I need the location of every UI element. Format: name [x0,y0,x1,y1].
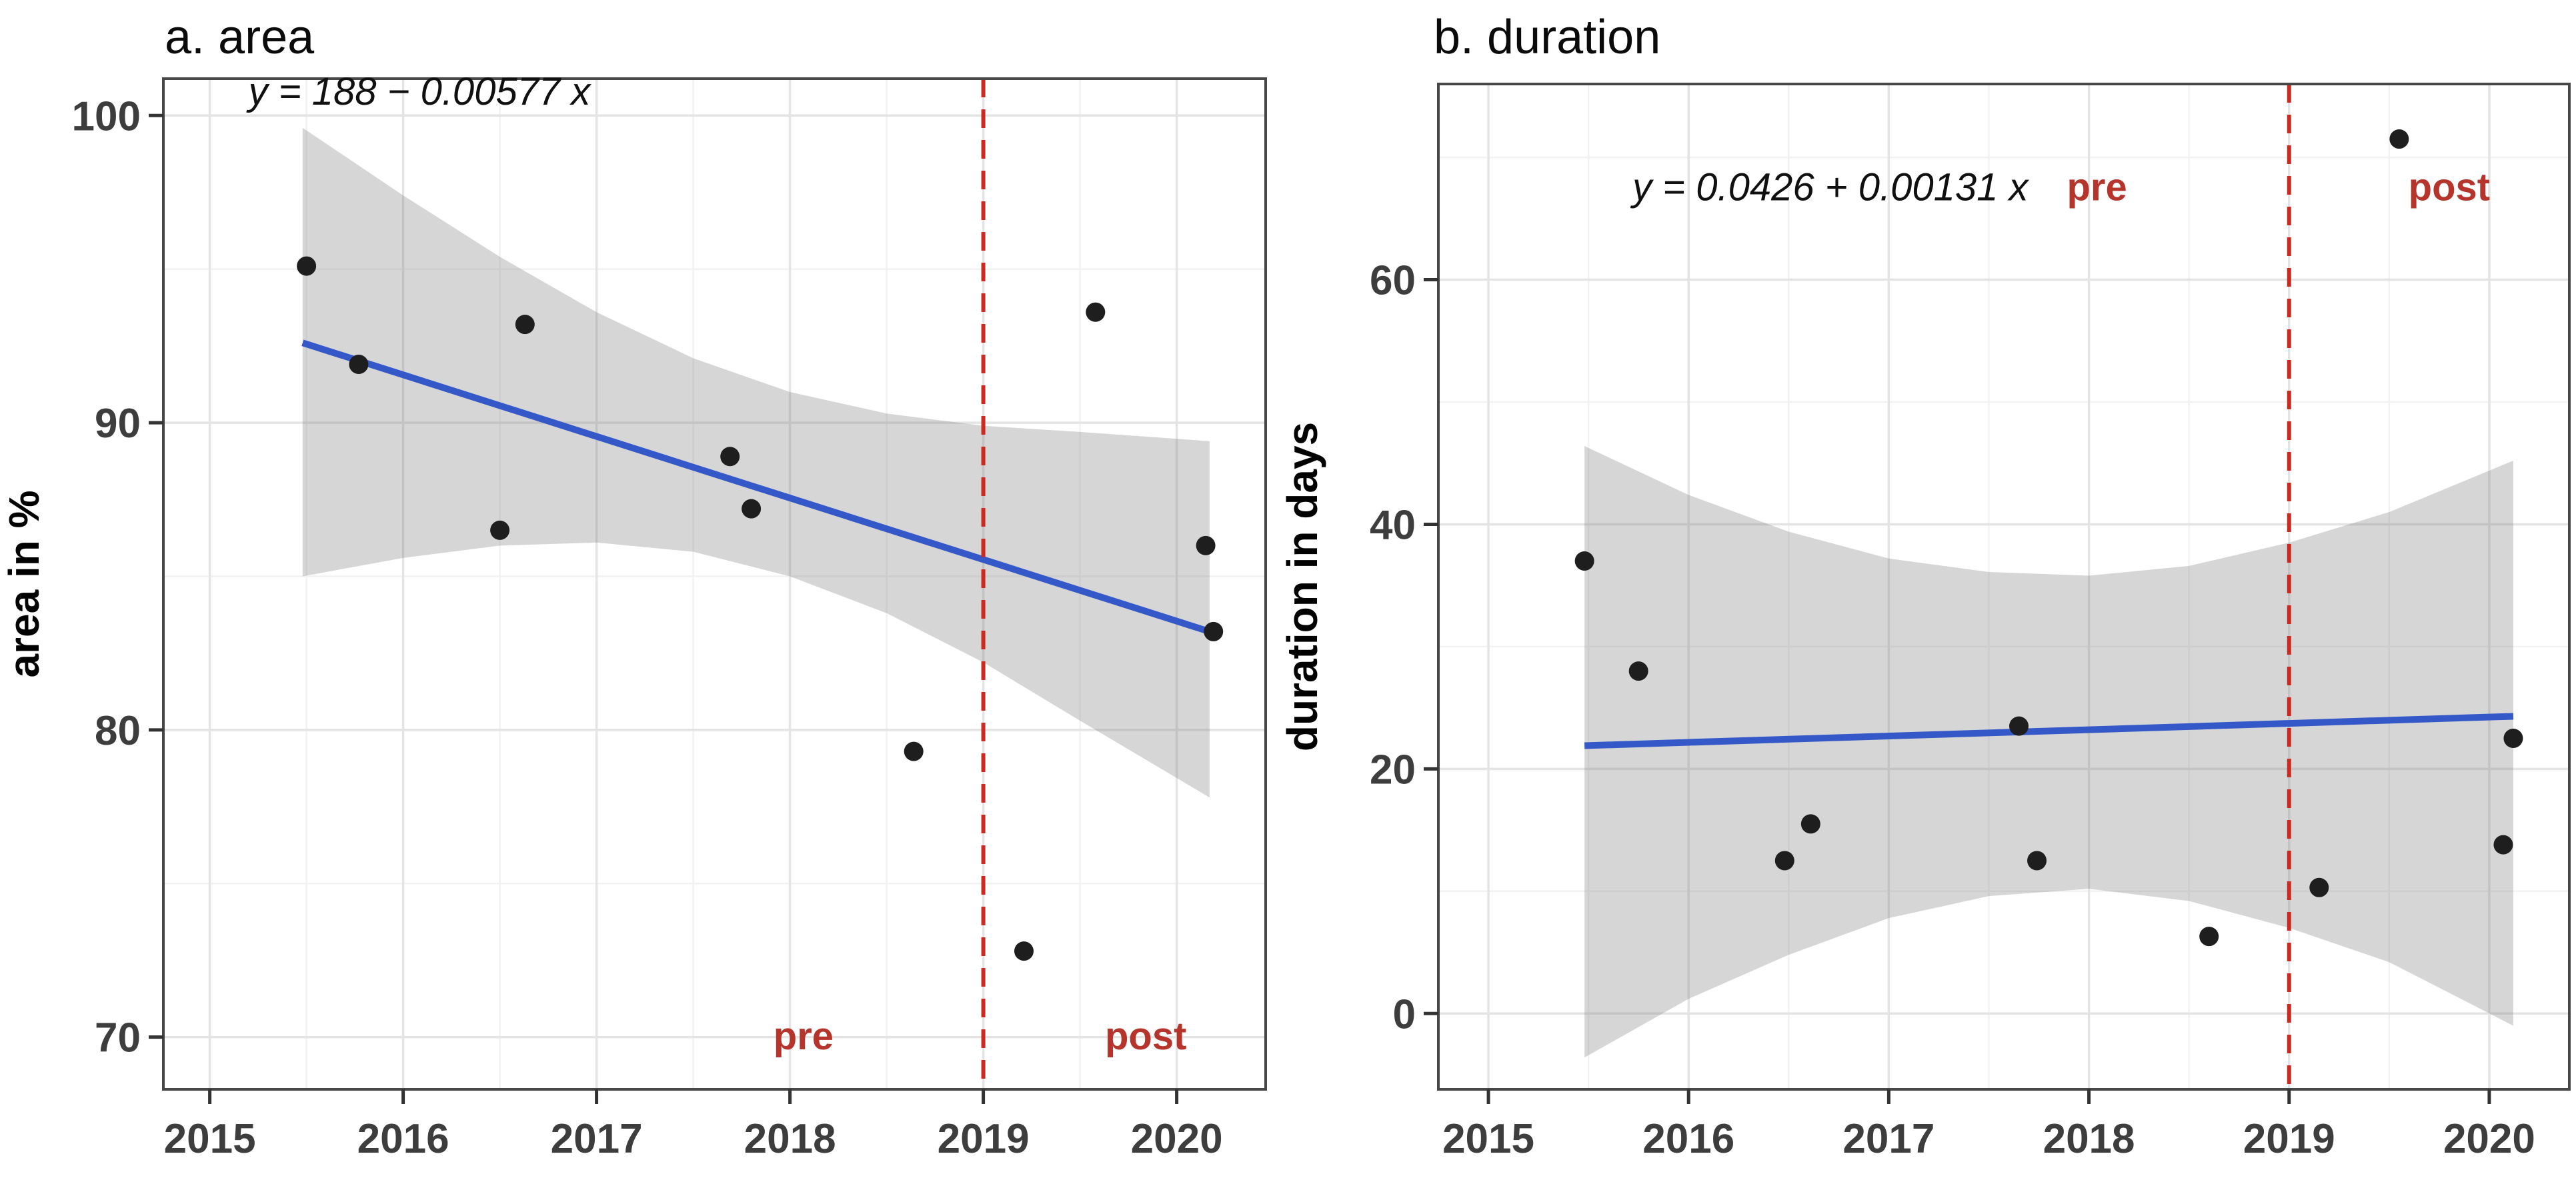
data-point [2309,877,2329,897]
data-point [1574,551,1594,571]
x-tick-label: 2016 [1642,1116,1734,1162]
x-tick-label: 2018 [744,1116,836,1162]
equation-label: y = 188 − 0.00577 x [246,70,592,113]
y-tick-label: 0 [1393,991,1416,1037]
y-axis-title: duration in days [1278,422,1326,751]
annotation-post: post [2409,165,2490,209]
data-point [1196,535,1216,555]
annotation-pre: pre [774,1015,834,1058]
y-tick-label: 90 [95,401,141,447]
x-tick-label: 2015 [164,1116,256,1162]
data-point [1086,302,1106,322]
x-tick-label: 2017 [1842,1116,1935,1162]
panel-border [162,77,1267,1091]
y-tick-label: 20 [1370,747,1416,793]
data-point [2199,927,2219,947]
data-point [1204,621,1224,641]
annotation-post: post [1105,1015,1186,1058]
data-point [1800,814,1820,834]
data-point [2389,129,2409,149]
data-point [490,520,510,540]
panel-a: 2015 2016 2017 2018 2019 2020 70 80 90 100 area in… [0,11,1267,1162]
data-point [904,741,924,761]
x-tick-label: 2017 [551,1116,643,1162]
panel-border [1437,83,2571,1091]
data-point [297,256,317,276]
data-point [2493,835,2513,855]
data-point [1774,851,1794,871]
x-tick-label: 2019 [2243,1116,2335,1162]
y-axis-title: area in % [0,490,48,677]
data-point [720,447,740,467]
data-point [515,315,535,335]
annotation-pre: pre [2067,165,2127,209]
confidence-band [1584,446,2513,1058]
regression-line [1584,713,2514,749]
equation-label: y = 0.0426 + 0.00131 x [1630,165,2029,209]
y-tick-label: 80 [95,708,141,754]
y-tick-label: 60 [1370,258,1416,304]
data-point [1014,941,1034,961]
panel-b: 2015 2016 2017 2018 2019 2020 0 20 40 60 duration … [1278,11,2571,1162]
y-tick-label: 70 [95,1015,141,1061]
data-point [742,499,762,519]
x-tick-label: 2016 [357,1116,449,1162]
y-tick-label: 40 [1370,502,1416,548]
data-point [2503,728,2523,748]
data-point [1628,661,1648,681]
x-tick-label: 2020 [1131,1116,1223,1162]
data-point [2009,716,2029,736]
y-tick-label: 100 [72,93,141,139]
x-tick-label: 2018 [2043,1116,2135,1162]
x-tick-label: 2020 [2443,1116,2535,1162]
panel-title: a. area [165,11,315,64]
confidence-band [302,127,1210,798]
x-tick-label: 2015 [1442,1116,1534,1162]
data-point [349,355,369,375]
data-point [2027,851,2047,871]
x-tick-label: 2019 [938,1116,1030,1162]
regression-line [301,339,1211,635]
panel-title: b. duration [1434,11,1660,64]
